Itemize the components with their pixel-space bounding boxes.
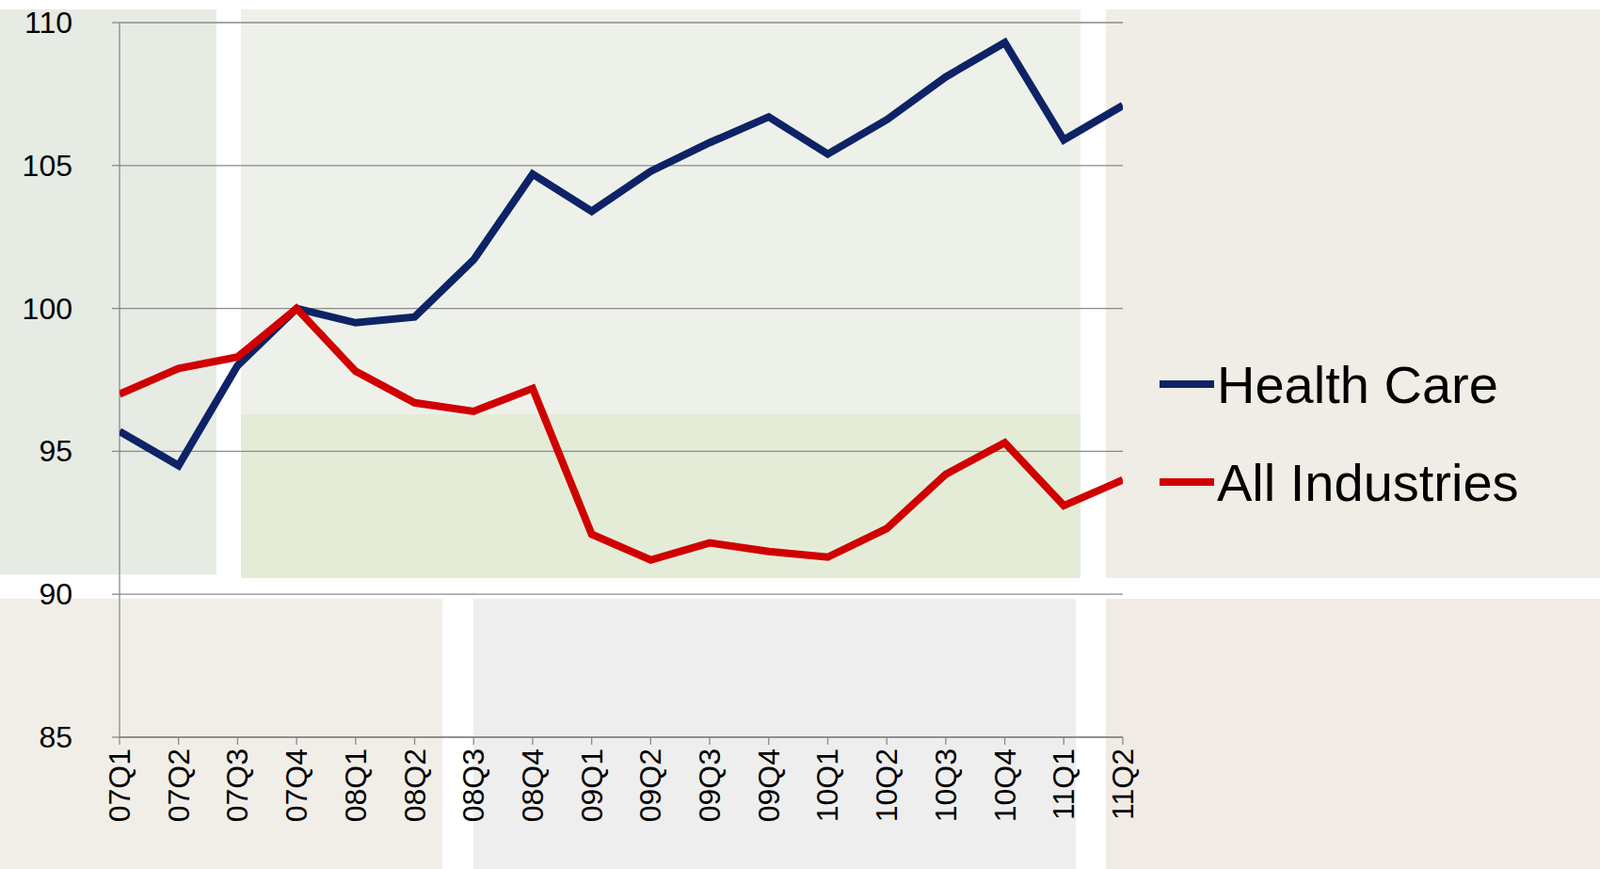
legend-label: Health Care bbox=[1216, 354, 1499, 415]
x-tick-label: 08Q2 bbox=[398, 748, 432, 822]
legend-swatch bbox=[1159, 478, 1215, 486]
grid-line bbox=[119, 164, 1123, 166]
x-tick-label: 09Q2 bbox=[633, 748, 668, 822]
x-tick bbox=[473, 736, 475, 745]
x-axis bbox=[119, 736, 1123, 737]
x-tick-label: 07Q1 bbox=[102, 748, 137, 822]
grid-line bbox=[119, 736, 1123, 737]
y-tick bbox=[112, 736, 120, 737]
x-tick bbox=[177, 736, 179, 745]
x-tick-label: 09Q3 bbox=[692, 748, 727, 822]
legend-label: All Industries bbox=[1216, 452, 1520, 512]
x-tick-label: 08Q3 bbox=[456, 748, 491, 822]
x-tick bbox=[1063, 736, 1065, 745]
x-tick bbox=[944, 736, 946, 745]
y-tick bbox=[112, 307, 120, 309]
photo-panel bbox=[0, 598, 443, 869]
grid-line bbox=[119, 21, 1123, 23]
y-tick-label: 85 bbox=[38, 720, 73, 754]
x-tick bbox=[650, 736, 652, 745]
grid-line bbox=[119, 307, 1123, 309]
y-tick-label: 95 bbox=[38, 433, 73, 468]
x-tick-label: 07Q3 bbox=[220, 748, 255, 822]
y-tick bbox=[112, 21, 120, 23]
x-tick-label: 08Q1 bbox=[338, 748, 373, 822]
x-tick bbox=[591, 736, 592, 745]
x-tick bbox=[1121, 736, 1123, 745]
y-tick-label: 110 bbox=[24, 5, 73, 40]
y-tick-label: 105 bbox=[22, 148, 73, 183]
x-tick-label: 07Q4 bbox=[279, 748, 314, 822]
y-tick bbox=[112, 450, 120, 452]
x-tick bbox=[531, 736, 533, 745]
x-tick bbox=[886, 736, 888, 745]
background bbox=[0, 9, 1600, 869]
x-tick bbox=[295, 736, 297, 745]
y-tick bbox=[112, 593, 120, 595]
x-tick bbox=[768, 736, 769, 745]
x-tick-label: 10Q2 bbox=[869, 748, 904, 822]
x-tick-label: 10Q1 bbox=[810, 748, 845, 822]
x-tick-label: 07Q2 bbox=[161, 748, 196, 822]
x-tick-label: 10Q3 bbox=[928, 748, 963, 822]
plot-area bbox=[119, 42, 1123, 560]
x-tick-label: 10Q4 bbox=[988, 748, 1023, 822]
x-tick bbox=[1004, 736, 1006, 745]
x-tick-label: 11Q2 bbox=[1105, 748, 1140, 820]
x-tick bbox=[118, 736, 120, 745]
x-tick bbox=[414, 736, 416, 745]
photo-panel bbox=[473, 598, 1076, 869]
y-tick-label: 100 bbox=[22, 291, 73, 326]
x-tick bbox=[237, 736, 239, 745]
y-axis bbox=[118, 22, 120, 737]
x-tick bbox=[827, 736, 829, 745]
x-tick-label: 11Q1 bbox=[1046, 748, 1081, 820]
grid-line bbox=[119, 450, 1123, 452]
photo-panel bbox=[1105, 9, 1600, 578]
x-tick bbox=[354, 736, 356, 745]
series-line bbox=[119, 42, 1123, 465]
series-line bbox=[119, 308, 1123, 560]
y-tick bbox=[112, 164, 120, 166]
legend: Health Care All Industries bbox=[1159, 354, 1520, 512]
grid-line bbox=[119, 593, 1123, 595]
x-tick-label: 09Q1 bbox=[575, 748, 609, 822]
chart: 85 90 95 100 105 110 07Q1 07Q2 07Q3 07Q4 08Q1 08Q2 0… bbox=[0, 0, 1600, 869]
y-tick-label: 90 bbox=[38, 576, 73, 611]
x-tick bbox=[708, 736, 710, 745]
photo-panel bbox=[0, 9, 217, 575]
legend-swatch bbox=[1159, 380, 1215, 388]
x-tick-label: 09Q4 bbox=[752, 748, 786, 822]
photo-panel bbox=[240, 9, 1081, 578]
x-tick-label: 08Q4 bbox=[515, 748, 550, 822]
photo-panel bbox=[1105, 598, 1600, 869]
